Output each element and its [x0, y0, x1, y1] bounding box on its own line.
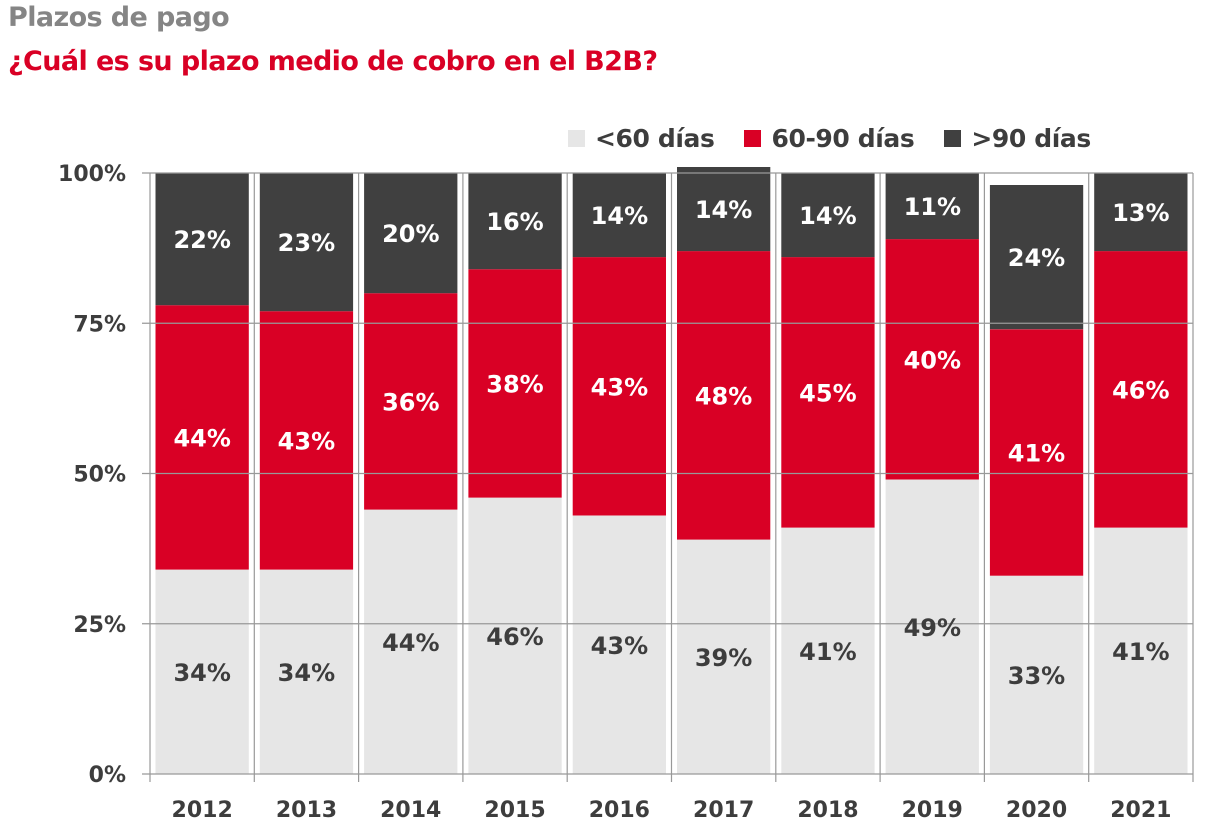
x-tick-label-2018: 2018 — [797, 798, 858, 823]
bar-segment-2017-2 — [677, 167, 771, 252]
data-label-2017-1: 48% — [695, 382, 752, 410]
x-tick-label-2017: 2017 — [693, 798, 754, 823]
data-label-2021-0: 41% — [1112, 638, 1169, 666]
bar-segment-2021-0 — [1094, 527, 1188, 774]
data-label-2015-1: 38% — [486, 370, 543, 398]
axes-layer: 0% 25% 50% 75% 100% 2012 2013 2014 2015 2016 2017 2… — [58, 162, 1171, 823]
bar-segment-2018-0 — [781, 527, 875, 774]
bar-segment-2014-0 — [364, 509, 458, 774]
legend-label-60-90: 60-90 días — [771, 124, 915, 153]
bar-segment-2019-2 — [885, 173, 979, 240]
data-label-2020-2: 24% — [1008, 244, 1065, 272]
x-tick-label-2013: 2013 — [276, 798, 337, 823]
y-tick-label-25: 25% — [73, 613, 126, 638]
x-tick-label-2019: 2019 — [902, 798, 963, 823]
bar-segment-2016-0 — [572, 515, 666, 774]
bar-segment-2016-2 — [572, 173, 666, 258]
legend-item-60-90: 60-90 días — [744, 124, 915, 153]
data-label-2017-0: 39% — [695, 644, 752, 672]
data-label-2012-2: 22% — [173, 226, 230, 254]
data-label-2016-1: 43% — [591, 373, 648, 401]
data-labels-layer: 34% 44% 22% 34% 43% 23% 44% 36% 20% 46% 38% 16% 43% 4… — [173, 193, 1169, 690]
bar-segment-2021-1 — [1094, 251, 1188, 528]
bar-segment-2018-2 — [781, 173, 875, 258]
bar-segment-2019-1 — [885, 239, 979, 480]
x-tick-label-2016: 2016 — [589, 798, 650, 823]
bar-segment-2017-1 — [677, 251, 771, 540]
bar-segment-2020-1 — [989, 329, 1084, 576]
data-label-2015-0: 46% — [486, 623, 543, 651]
bar-segment-2012-1 — [155, 305, 249, 570]
data-label-2019-0: 49% — [904, 614, 961, 642]
data-label-2013-0: 34% — [278, 659, 335, 687]
grid-layer — [142, 172, 1194, 782]
y-tick-label-100: 100% — [58, 162, 126, 187]
x-tick-label-2021: 2021 — [1110, 798, 1171, 823]
legend-swatch-gt90 — [944, 130, 962, 147]
data-label-2012-0: 34% — [173, 659, 230, 687]
legend-item-lt60: <60 días — [568, 124, 715, 153]
bar-segment-2016-1 — [572, 257, 666, 516]
data-label-2019-1: 40% — [904, 346, 961, 374]
data-label-2013-2: 23% — [278, 229, 335, 257]
bar-segment-2020-0 — [989, 575, 1084, 774]
legend-label-lt60: <60 días — [595, 124, 715, 153]
data-label-2012-1: 44% — [173, 424, 230, 452]
bar-segment-2018-1 — [781, 257, 875, 528]
legend-swatch-lt60 — [568, 130, 585, 147]
x-tick-label-2012: 2012 — [172, 798, 233, 823]
data-label-2017-2: 14% — [695, 196, 752, 224]
y-tick-label-75: 75% — [73, 312, 126, 337]
x-tick-label-2015: 2015 — [484, 798, 545, 823]
chart-subtitle: ¿Cuál es su plazo medio de cobro en el B… — [8, 46, 658, 77]
data-label-2020-1: 41% — [1008, 440, 1065, 468]
bar-segment-2019-0 — [885, 479, 979, 774]
y-tick-label-50: 50% — [73, 463, 126, 488]
x-tick-label-2020: 2020 — [1006, 798, 1067, 823]
bar-segment-2013-0 — [259, 569, 354, 774]
bar-segment-2015-0 — [468, 497, 562, 774]
data-label-2014-2: 20% — [382, 220, 439, 248]
data-label-2014-1: 36% — [382, 388, 439, 416]
data-label-2021-2: 13% — [1112, 199, 1169, 227]
legend-item-gt90: >90 días — [944, 124, 1091, 153]
data-label-2015-2: 16% — [486, 208, 543, 236]
bar-segment-2013-2 — [259, 173, 354, 312]
chart-legend: <60 días 60-90 días >90 días — [568, 124, 1091, 153]
bar-segment-2021-2 — [1094, 173, 1188, 252]
bars-layer — [155, 167, 1188, 774]
x-tick-label-2014: 2014 — [380, 798, 441, 823]
bar-segment-2020-2 — [989, 185, 1084, 330]
bar-segment-2013-1 — [259, 311, 354, 570]
bar-segment-2014-2 — [364, 173, 458, 294]
bar-segment-2015-1 — [468, 269, 562, 498]
data-label-2019-2: 11% — [904, 193, 961, 221]
y-tick-label-0: 0% — [89, 763, 126, 788]
data-label-2016-2: 14% — [591, 202, 648, 230]
data-label-2014-0: 44% — [382, 629, 439, 657]
data-label-2018-2: 14% — [799, 202, 856, 230]
bar-segment-2012-2 — [155, 173, 249, 306]
bar-segment-2017-0 — [677, 539, 771, 774]
bar-segment-2015-2 — [468, 173, 562, 270]
bar-segment-2012-0 — [155, 569, 249, 774]
data-label-2018-1: 45% — [799, 379, 856, 407]
data-label-2018-0: 41% — [799, 638, 856, 666]
data-label-2020-0: 33% — [1008, 662, 1065, 690]
data-label-2013-1: 43% — [278, 427, 335, 455]
data-label-2021-1: 46% — [1112, 376, 1169, 404]
legend-label-gt90: >90 días — [971, 124, 1091, 153]
chart-title: Plazos de pago — [8, 2, 230, 33]
data-label-2016-0: 43% — [591, 632, 648, 660]
legend-swatch-60-90 — [744, 130, 762, 147]
